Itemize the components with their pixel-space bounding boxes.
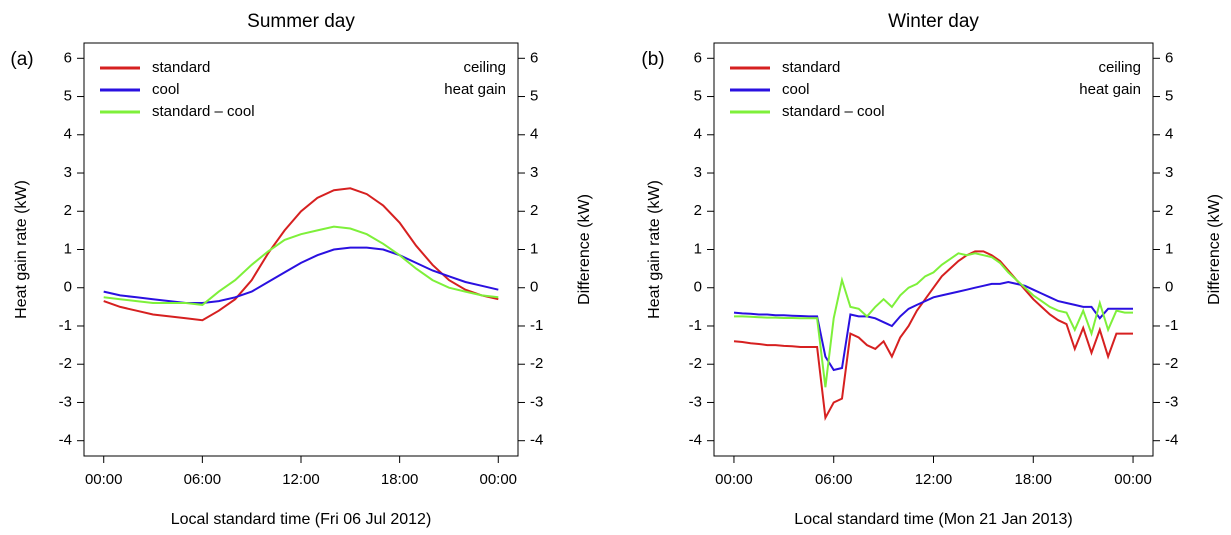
- y-tick-label: 3: [694, 164, 702, 181]
- y-axis-label: Heat gain rate (kW): [646, 180, 663, 319]
- series-line: [733, 280, 1133, 372]
- legend-label: standard: [782, 59, 840, 76]
- series-line: [103, 225, 499, 306]
- y2-tick-label: 4: [1165, 126, 1173, 143]
- y-tick-label: -1: [59, 317, 72, 334]
- y2-tick-label: -1: [1165, 317, 1178, 334]
- annotation: heat gain: [1079, 81, 1141, 98]
- y2-tick-label: 5: [1165, 88, 1173, 105]
- y-tick-label: -2: [59, 355, 72, 372]
- y2-axis-label: Difference (kW): [1206, 194, 1223, 305]
- y2-tick-label: -2: [1165, 355, 1178, 372]
- y-tick-label: -4: [689, 432, 702, 449]
- y2-tick-label: -4: [1165, 432, 1178, 449]
- y2-tick-label: -3: [1165, 393, 1178, 410]
- y-tick-label: -3: [59, 393, 72, 410]
- y2-tick-label: -3: [530, 393, 543, 410]
- x-tick-label: 18:00: [1014, 471, 1052, 488]
- legend-label: standard: [152, 59, 210, 76]
- panel-label: (a): [10, 49, 33, 70]
- series-line: [733, 250, 1133, 422]
- y-tick-label: 5: [64, 88, 72, 105]
- plot-frame: [713, 42, 1154, 457]
- series-line: [103, 246, 499, 304]
- y2-tick-label: 6: [530, 49, 538, 66]
- legend-label: cool: [152, 81, 180, 98]
- y2-tick-label: -4: [530, 432, 543, 449]
- y-tick-label: 5: [694, 88, 702, 105]
- y2-tick-label: 6: [1165, 49, 1173, 66]
- y-tick-label: 1: [64, 240, 72, 257]
- x-tick-label: 06:00: [815, 471, 853, 488]
- y-tick-label: 4: [694, 126, 702, 143]
- y2-tick-label: 4: [530, 126, 538, 143]
- y2-tick-label: 0: [530, 279, 538, 296]
- plot-frame: [83, 42, 519, 457]
- y2-tick-label: 2: [1165, 202, 1173, 219]
- x-tick-label: 06:00: [184, 471, 222, 488]
- y2-tick-label: -2: [530, 355, 543, 372]
- x-tick-label: 00:00: [479, 471, 517, 488]
- y-tick-label: -2: [689, 355, 702, 372]
- legend-label: cool: [782, 81, 810, 98]
- y-tick-label: -4: [59, 432, 72, 449]
- x-axis-label: Local standard time (Fri 06 Jul 2012): [171, 511, 432, 528]
- y2-tick-label: 0: [1165, 279, 1173, 296]
- y2-tick-label: 1: [1165, 240, 1173, 257]
- y2-tick-label: 1: [530, 240, 538, 257]
- y-tick-label: 0: [64, 279, 72, 296]
- y-tick-label: 2: [64, 202, 72, 219]
- annotation: ceiling: [463, 59, 506, 76]
- x-tick-label: 00:00: [85, 471, 123, 488]
- y-tick-label: 0: [694, 279, 702, 296]
- y-tick-label: 2: [694, 202, 702, 219]
- legend-label: standard – cool: [152, 103, 255, 120]
- annotation: heat gain: [444, 81, 506, 98]
- series-line: [103, 187, 499, 322]
- y-tick-label: 3: [64, 164, 72, 181]
- y-axis-label: Heat gain rate (kW): [13, 180, 30, 319]
- chart-title: Winter day: [888, 11, 979, 32]
- x-tick-label: 12:00: [915, 471, 953, 488]
- x-tick-label: 18:00: [381, 471, 419, 488]
- y2-tick-label: 2: [530, 202, 538, 219]
- x-tick-label: 12:00: [282, 471, 320, 488]
- y2-tick-label: -1: [530, 317, 543, 334]
- series-line: [734, 252, 1133, 388]
- x-tick-label: 00:00: [1114, 471, 1152, 488]
- y2-tick-label: 3: [530, 164, 538, 181]
- y2-tick-label: 3: [1165, 164, 1173, 181]
- y2-axis-label: Difference (kW): [576, 194, 593, 305]
- y-tick-label: 6: [694, 49, 702, 66]
- legend-label: standard – cool: [782, 103, 885, 120]
- y-tick-label: 4: [64, 126, 72, 143]
- x-tick-label: 00:00: [715, 471, 753, 488]
- annotation: ceiling: [1098, 59, 1141, 76]
- y-tick-label: -1: [689, 317, 702, 334]
- y-tick-label: 1: [694, 240, 702, 257]
- y-tick-label: -3: [689, 393, 702, 410]
- chart-title: Summer day: [247, 11, 355, 32]
- x-axis-label: Local standard time (Mon 21 Jan 2013): [794, 511, 1072, 528]
- y2-tick-label: 5: [530, 88, 538, 105]
- panel-label: (b): [641, 49, 664, 70]
- y-tick-label: 6: [64, 49, 72, 66]
